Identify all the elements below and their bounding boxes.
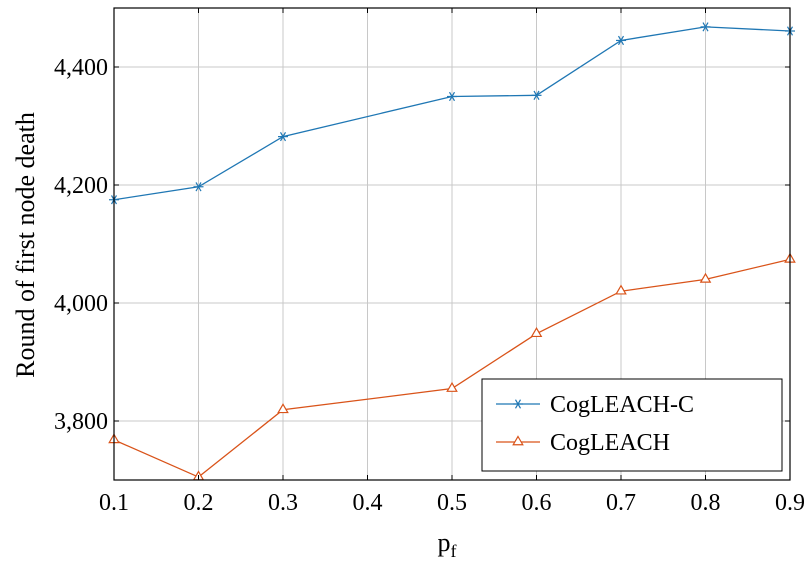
x-tick-label: 0.5: [437, 490, 467, 516]
legend-box: [481, 378, 783, 472]
data-point: [700, 22, 711, 32]
legend-item: CogLEACH-C: [496, 392, 694, 418]
legend-label: CogLEACH-C: [550, 392, 694, 418]
data-point: [530, 326, 543, 338]
x-tick-label: 0.3: [268, 490, 298, 516]
data-point: [278, 131, 288, 142]
data-point: [531, 90, 542, 100]
y-axis-ticks: 3,800 4,000 4,200 4,400: [54, 55, 790, 435]
data-point: [193, 182, 204, 192]
data-point: [277, 403, 289, 414]
legend-item: CogLEACH: [496, 430, 670, 456]
y-tick-label: 4,200: [54, 173, 108, 199]
x-tick-label: 0.6: [522, 490, 552, 516]
x-tick-label: 0.4: [353, 490, 383, 516]
x-axis-label: pf: [438, 528, 457, 561]
data-point: [447, 91, 457, 102]
x-tick-label: 0.2: [184, 490, 214, 516]
legend-label: CogLEACH: [550, 430, 670, 456]
series-line: [113, 258, 791, 478]
data-point: [615, 284, 627, 295]
series-line: [113, 26, 791, 201]
series-layer: [108, 22, 796, 481]
x-tick-label: 0.7: [606, 490, 636, 516]
x-axis-ticks: 0.1 0.2 0.3 0.4 0.5 0.6 0.7 0.8 0.9: [99, 8, 805, 516]
x-axis-label-subscript: f: [451, 541, 457, 561]
data-point: [616, 35, 626, 46]
y-tick-label: 4,000: [54, 291, 108, 317]
series-cogleach-c: [109, 22, 795, 205]
legend-swatch-marker: [512, 435, 524, 446]
y-tick-label: 3,800: [54, 409, 108, 435]
x-tick-label: 0.8: [691, 490, 721, 516]
y-tick-label: 4,400: [54, 55, 108, 81]
data-point: [699, 272, 712, 283]
data-point: [446, 381, 458, 392]
legend: CogLEACH-C CogLEACH: [481, 378, 783, 472]
legend-swatch-marker: [513, 399, 523, 409]
x-axis-label-main: p: [438, 528, 451, 557]
x-tick-label: 0.1: [99, 490, 129, 516]
x-tick-label: 0.9: [775, 490, 805, 516]
y-axis-label: Round of first node death: [11, 112, 40, 378]
